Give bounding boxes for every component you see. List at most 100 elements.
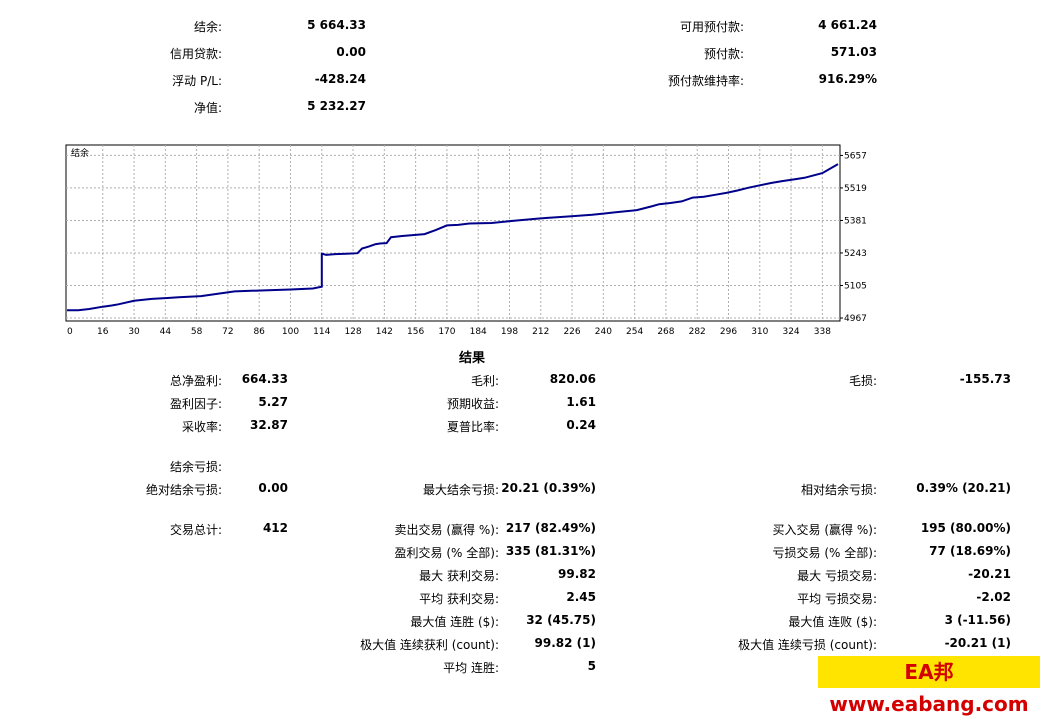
avg-loss-value: -2.02 xyxy=(976,590,1011,604)
x-tick-label: 100 xyxy=(282,327,299,337)
x-tick-label: 254 xyxy=(626,327,643,337)
avg-profit-label: 平均 获利交易: xyxy=(419,592,499,606)
gross-profit-value: 820.06 xyxy=(549,372,596,386)
x-tick-label: 58 xyxy=(191,327,203,337)
balance-series-line xyxy=(67,163,839,312)
credit-value: 0.00 xyxy=(336,45,366,59)
x-tick-label: 86 xyxy=(253,327,265,337)
loss-trades-label: 亏损交易 (% 全部): xyxy=(772,546,877,560)
x-tick-label: 0 xyxy=(67,327,73,337)
gross-profit-label: 毛利: xyxy=(470,374,499,388)
profit-factor-value: 5.27 xyxy=(258,395,288,409)
max-cons-wins-value: 32 (45.75) xyxy=(526,613,596,627)
margin-level-label: 预付款维持率: xyxy=(667,74,744,88)
x-tick-label: 114 xyxy=(313,327,330,337)
y-tick-label: 4967 xyxy=(844,314,867,324)
x-tick-label: 16 xyxy=(97,327,109,337)
x-tick-label: 226 xyxy=(563,327,580,337)
recovery-factor-value: 32.87 xyxy=(250,418,288,432)
recovery-factor-label: 采收率: xyxy=(181,420,222,434)
x-tick-label: 282 xyxy=(689,327,706,337)
largest-loss-value: -20.21 xyxy=(968,567,1011,581)
x-tick-label: 72 xyxy=(222,327,233,337)
x-tick-label: 170 xyxy=(438,327,455,337)
expected-payoff-label: 预期收益: xyxy=(446,397,499,411)
max-cons-profit-label: 极大值 连续获利 (count): xyxy=(360,638,499,652)
y-tick-label: 5657 xyxy=(844,151,867,161)
rel-drawdown-label: 相对结余亏损: xyxy=(800,483,877,497)
long-trades-value: 195 (80.00%) xyxy=(920,521,1011,535)
sharpe-ratio-label: 夏普比率: xyxy=(446,420,499,434)
abs-drawdown-label: 绝对结余亏损: xyxy=(145,483,222,497)
gross-loss-label: 毛损: xyxy=(848,374,877,388)
x-tick-label: 30 xyxy=(128,327,140,337)
sharpe-ratio-value: 0.24 xyxy=(566,418,596,432)
x-tick-label: 338 xyxy=(814,327,831,337)
profit-factor-label: 盈利因子: xyxy=(169,397,222,411)
margin-label: 预付款: xyxy=(703,47,744,61)
short-trades-label: 卖出交易 (赢得 %): xyxy=(394,523,499,537)
x-tick-label: 212 xyxy=(532,327,549,337)
x-tick-label: 156 xyxy=(407,327,424,337)
largest-loss-label: 最大 亏损交易: xyxy=(797,569,877,583)
watermark-logo: EA邦 www.eabang.com xyxy=(818,656,1040,716)
total-trades-label: 交易总计: xyxy=(169,523,222,537)
margin-value: 571.03 xyxy=(830,45,877,59)
avg-loss-label: 平均 亏损交易: xyxy=(797,592,877,606)
max-drawdown-value: 20.21 (0.39%) xyxy=(501,481,596,495)
largest-profit-label: 最大 获利交易: xyxy=(419,569,499,583)
x-tick-label: 184 xyxy=(470,327,487,337)
balance-chart: 0 16 30 44 58 72 86 100 114 128 142 156 170 184 198 212… xyxy=(65,144,867,337)
total-net-profit-value: 664.33 xyxy=(241,372,288,386)
margin-level-value: 916.29% xyxy=(818,72,877,86)
equity-value: 5 232.27 xyxy=(307,99,366,113)
y-axis: 5657 5519 5381 5243 5105 4967 xyxy=(840,151,867,324)
x-axis: 0 16 30 44 58 72 86 100 114 128 142 156 170 184 198 212… xyxy=(67,327,831,337)
total-trades-value: 412 xyxy=(262,521,288,535)
expected-payoff-value: 1.61 xyxy=(566,395,596,409)
gross-loss-value: -155.73 xyxy=(959,372,1011,386)
x-tick-label: 128 xyxy=(344,327,361,337)
y-tick-label: 5519 xyxy=(844,184,867,194)
x-tick-label: 44 xyxy=(160,327,172,337)
max-cons-losses-label: 最大值 连败 ($): xyxy=(788,615,877,629)
x-tick-label: 240 xyxy=(595,327,612,337)
x-tick-label: 198 xyxy=(501,327,518,337)
max-cons-wins-label: 最大值 连胜 ($): xyxy=(410,615,499,629)
long-trades-label: 买入交易 (赢得 %): xyxy=(772,523,877,537)
max-cons-profit-value: 99.82 (1) xyxy=(534,636,596,650)
x-tick-label: 296 xyxy=(720,327,737,337)
max-cons-loss-label: 极大值 连续亏损 (count): xyxy=(738,638,877,652)
y-tick-label: 5381 xyxy=(844,216,867,226)
rel-drawdown-value: 0.39% (20.21) xyxy=(916,481,1011,495)
equity-label: 净值: xyxy=(193,101,222,115)
profit-trades-label: 盈利交易 (% 全部): xyxy=(394,546,499,560)
avg-cons-wins-value: 5 xyxy=(587,659,596,673)
free-margin-value: 4 661.24 xyxy=(818,18,877,32)
chart-series-layer xyxy=(67,163,839,312)
chart-title: 结余 xyxy=(71,147,89,159)
chart-frame xyxy=(65,144,841,322)
chart-grid xyxy=(66,145,840,321)
avg-cons-wins-label: 平均 连胜: xyxy=(443,661,499,675)
max-cons-loss-value: -20.21 (1) xyxy=(944,636,1011,650)
loss-trades-value: 77 (18.69%) xyxy=(929,544,1011,558)
x-tick-label: 142 xyxy=(376,327,393,337)
y-tick-label: 5243 xyxy=(844,249,867,259)
results-heading: 结果 xyxy=(459,351,486,366)
max-cons-losses-value: 3 (-11.56) xyxy=(944,613,1011,627)
avg-profit-value: 2.45 xyxy=(566,590,596,604)
short-trades-value: 217 (82.49%) xyxy=(505,521,596,535)
credit-label: 信用贷款: xyxy=(169,47,222,61)
profit-trades-value: 335 (81.31%) xyxy=(505,544,596,558)
x-tick-label: 268 xyxy=(657,327,674,337)
free-margin-label: 可用预付款: xyxy=(679,20,744,34)
x-tick-label: 324 xyxy=(782,327,799,337)
balance-value: 5 664.33 xyxy=(307,18,366,32)
floating-pl-value: -428.24 xyxy=(314,72,366,86)
floating-pl-label: 浮动 P/L: xyxy=(172,74,222,88)
total-net-profit-label: 总净盈利: xyxy=(169,374,222,388)
max-drawdown-label: 最大结余亏损: xyxy=(422,483,499,497)
balance-drawdown-label: 结余亏损: xyxy=(169,460,222,474)
largest-profit-value: 99.82 xyxy=(558,567,596,581)
